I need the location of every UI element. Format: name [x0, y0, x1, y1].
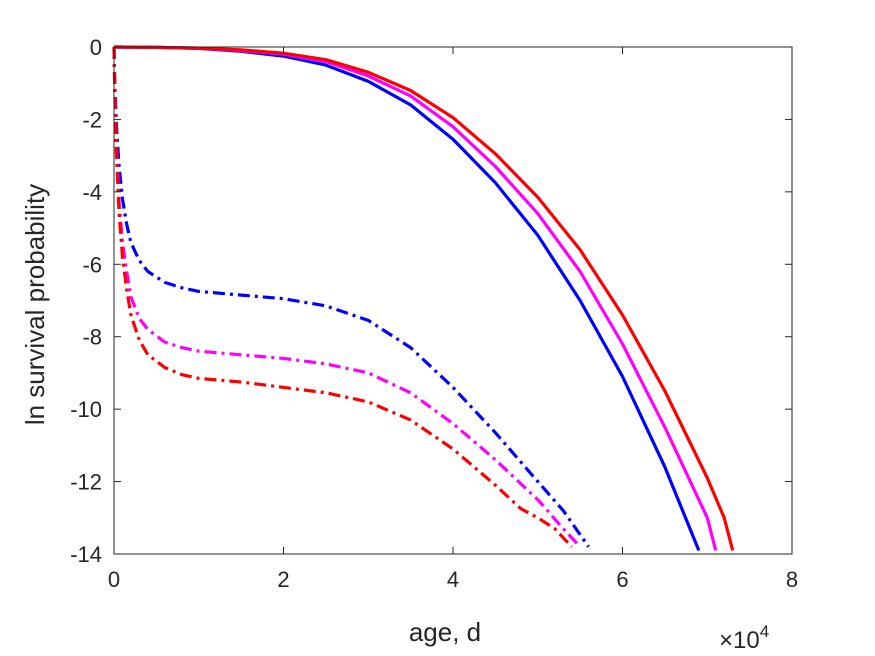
x-axis-multiplier-exponent: 4	[760, 622, 769, 641]
x-tick-label: 4	[447, 567, 459, 592]
y-tick-label: -8	[82, 325, 102, 350]
series-line-4-dashdot	[112, 46, 590, 548]
series-line-3-solid	[113, 45, 735, 551]
x-axis-multiplier-base: ×10	[719, 627, 760, 654]
y-axis-label: ln survival probability	[20, 184, 50, 425]
series-line-6-dashdot	[112, 46, 573, 548]
y-tick-label: -12	[70, 470, 102, 495]
y-tick-label: -2	[82, 107, 102, 132]
plot-area	[114, 47, 792, 554]
x-tick-label: 2	[277, 567, 289, 592]
x-tick-label: 8	[786, 567, 798, 592]
y-tick-label: -4	[82, 180, 102, 205]
y-tick-label: -6	[82, 252, 102, 277]
series-layer	[112, 45, 735, 552]
y-tick-label: 0	[90, 35, 102, 60]
x-tick-label: 0	[108, 567, 120, 592]
x-axis-label: age, d	[409, 617, 481, 647]
tick-layer: 0 2 4 6 8 0 -2 -4 -6 -8 -10 -12 -14	[70, 35, 798, 592]
y-tick-label: -10	[70, 397, 102, 422]
x-axis-multiplier: ×104	[719, 622, 769, 654]
y-tick-label: -14	[70, 542, 102, 567]
x-tick-label: 6	[616, 567, 628, 592]
